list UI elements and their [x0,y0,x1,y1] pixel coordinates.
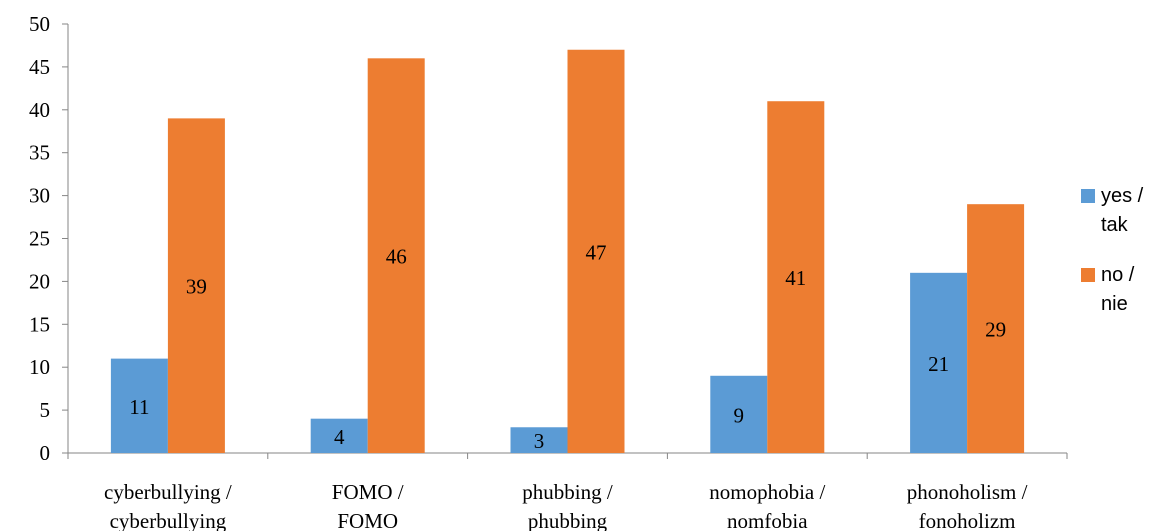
bars [110,49,1025,454]
x-category-label: cyberbullying / [104,480,232,504]
legend-label: tak [1101,214,1129,236]
legend-label: no / [1101,264,1135,286]
bar-no [767,101,825,453]
legend-label: nie [1101,293,1128,315]
y-tick-label: 15 [29,312,50,336]
data-label: 29 [985,318,1006,342]
data-label: 39 [186,275,207,299]
x-category-label: nomophobia / [709,480,825,504]
bar-no [967,204,1025,453]
y-tick-label: 0 [40,441,51,465]
data-label: 3 [534,429,545,453]
x-category-label: phonoholism / [907,480,1028,504]
y-tick-label: 20 [29,269,50,293]
y-tick-label: 30 [29,184,50,208]
data-label: 11 [129,395,149,419]
bar-yes [310,418,368,453]
y-tick-label: 35 [29,141,50,165]
x-category-label: nomfobia [727,509,808,531]
bar-yes [710,375,768,453]
y-tick-label: 40 [29,98,50,122]
legend-label: yes / [1101,185,1144,207]
bar-yes [110,358,168,453]
x-category-label: cyberbullying [110,509,227,531]
x-category-label: fonoholizm [919,509,1016,531]
legend-swatch [1081,189,1095,203]
data-label: 9 [734,403,745,427]
bar-no [167,118,225,453]
bar-yes [910,272,968,453]
y-tick-label: 45 [29,55,50,79]
legend: yes / tak no / nie [1081,185,1144,315]
data-label: 46 [386,245,407,269]
x-axis-categories: cyberbullying / cyberbullying FOMO / FOMO ph… [104,480,1028,531]
bar-no [567,49,625,454]
x-category-label: FOMO / [332,480,404,504]
y-tick-label: 25 [29,227,50,251]
x-category-label: phubbing / [522,480,613,504]
bar-yes [510,427,568,453]
data-label: 47 [586,240,607,264]
legend-swatch [1081,268,1095,282]
y-tick-label: 5 [40,398,51,422]
data-label: 21 [928,352,949,376]
x-category-label: phubbing [528,509,608,531]
y-axis-ticks: 0 5 10 15 20 25 30 35 40 45 50 [29,12,68,465]
bar-no [367,58,425,453]
y-tick-label: 10 [29,355,50,379]
x-category-label: FOMO [337,509,398,531]
y-tick-label: 50 [29,12,50,36]
data-label: 41 [785,266,806,290]
data-label: 4 [334,425,345,449]
